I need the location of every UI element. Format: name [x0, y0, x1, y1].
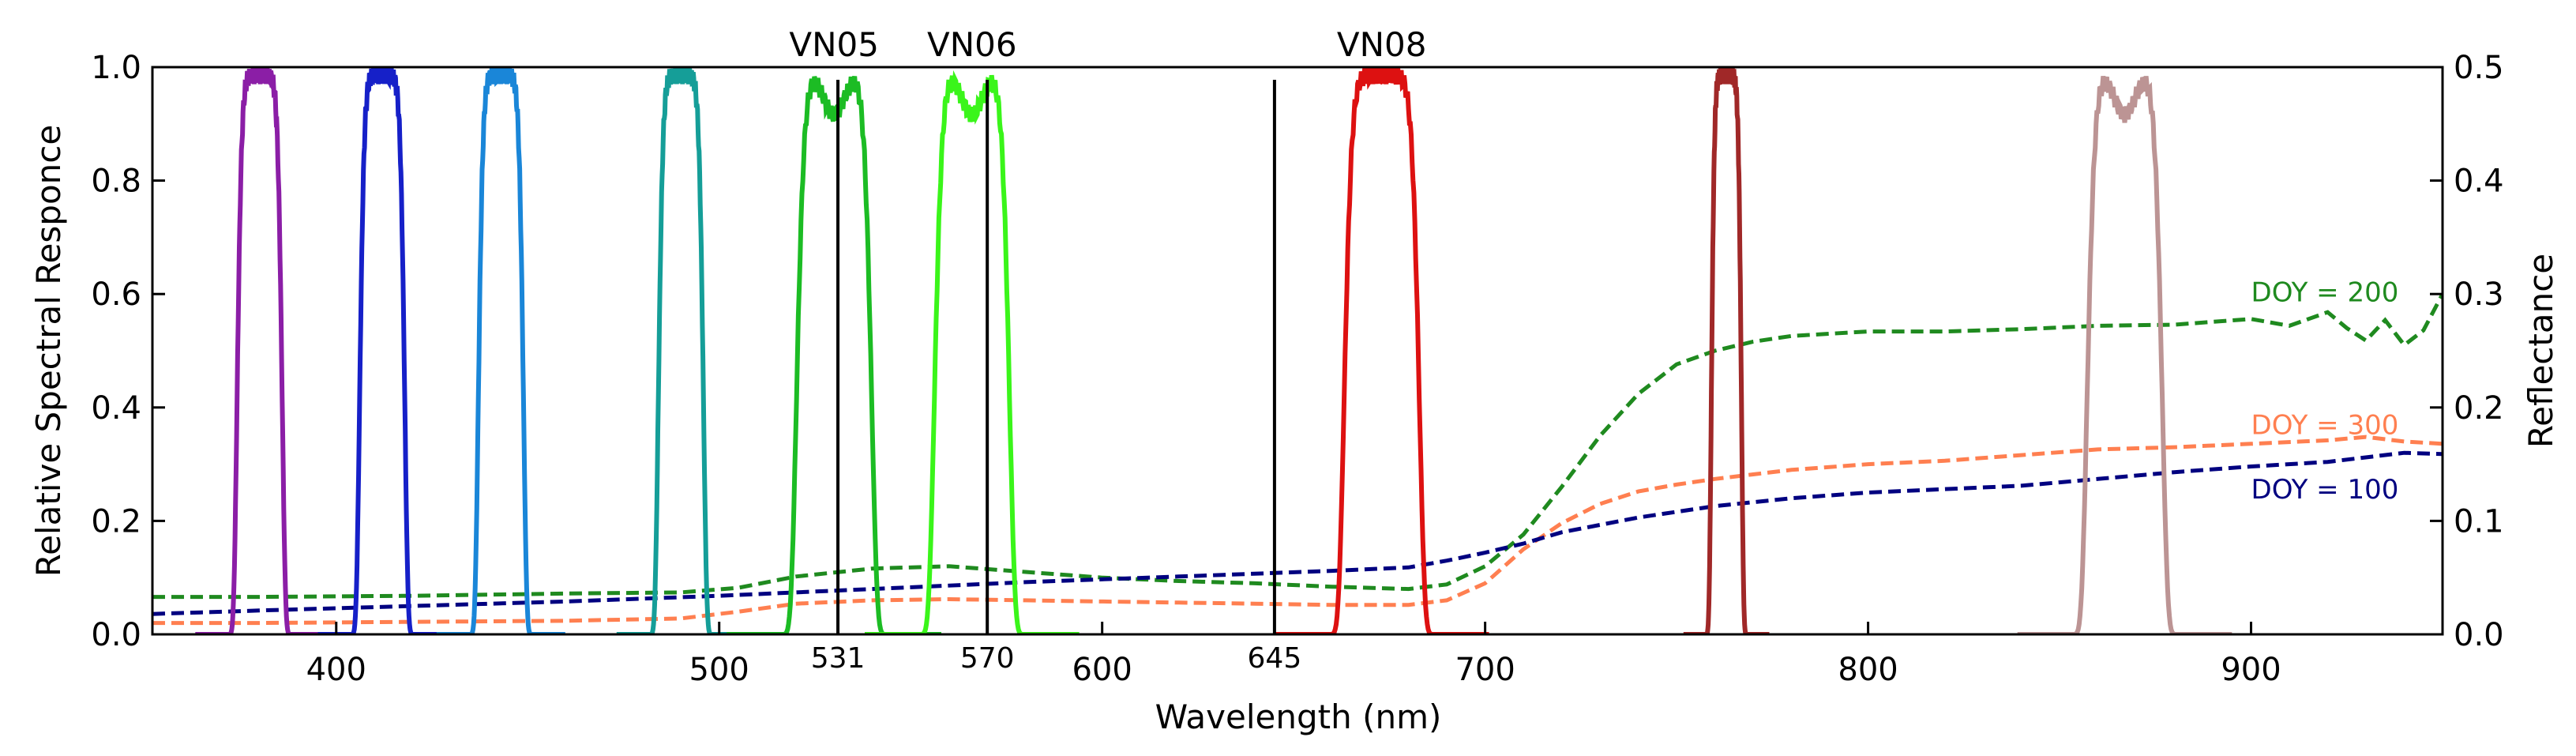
band-labels: VN05 VN06 VN08 DOY = 200 DOY = 300 DOY = 100: [789, 25, 2398, 506]
series-label-doy200: DOY = 200: [2251, 276, 2399, 308]
axes-frame: [151, 66, 2444, 636]
y-right-tick-label: 0.4: [2454, 164, 2504, 200]
x-tick-label: 900: [2221, 652, 2281, 688]
reflectance-line-doy300: [152, 434, 2443, 626]
band-label-vn08: VN08: [1337, 25, 1427, 64]
x-tick-label: 400: [306, 652, 366, 688]
band-curve: [865, 70, 1080, 634]
reflectance-line-doy200: [152, 293, 2443, 600]
y-left-tick-label: 0.8: [91, 164, 141, 200]
x-tick-label: 600: [1072, 652, 1132, 688]
band-curve: [2017, 75, 2232, 634]
axes: 400 500 600 700 800 900 0.0 0.2 0.4 0.6 0.8 1.0 0.0 0…: [91, 50, 2503, 688]
x-tick-label: 500: [689, 652, 749, 688]
y-left-tick-label: 0.2: [91, 503, 141, 540]
y-left-tick-label: 1.0: [91, 50, 141, 86]
y-right-tick-label: 0.5: [2454, 50, 2504, 86]
band-curve: [317, 67, 447, 634]
y-axis-right-title: Reflectance: [2522, 254, 2560, 448]
y-axis-left-title: Relative Spectral Responce: [29, 125, 68, 577]
marker-label-570: 570: [960, 642, 1015, 675]
band-curve: [616, 67, 745, 634]
band-curve: [1683, 67, 1770, 634]
band-curve: [1274, 67, 1489, 634]
series-label-doy300: DOY = 300: [2251, 409, 2399, 441]
band-label-vn05: VN05: [789, 25, 879, 64]
plot-area: [152, 67, 2443, 634]
y-left-tick-label: 0.6: [91, 276, 141, 313]
marker-lines: 531 570 645: [811, 80, 1302, 675]
band-label-vn06: VN06: [927, 25, 1017, 64]
x-tick-label: 800: [1838, 652, 1898, 688]
y-right-tick-label: 0.3: [2454, 276, 2504, 313]
band-curve: [727, 75, 941, 634]
y-left-tick-label: 0.0: [91, 617, 141, 653]
x-tick-label: 700: [1455, 652, 1515, 688]
y-left-tick-label: 0.4: [91, 390, 141, 427]
y-right-tick-label: 0.2: [2454, 390, 2504, 427]
series-label-doy100: DOY = 100: [2251, 474, 2399, 506]
band-curve: [436, 67, 565, 634]
marker-label-531: 531: [811, 642, 866, 675]
marker-label-645: 645: [1248, 642, 1302, 675]
x-axis-title: Wavelength (nm): [1155, 698, 1442, 736]
band-curve: [195, 67, 325, 634]
y-right-tick-label: 0.1: [2454, 503, 2504, 540]
y-right-tick-label: 0.0: [2454, 617, 2504, 653]
